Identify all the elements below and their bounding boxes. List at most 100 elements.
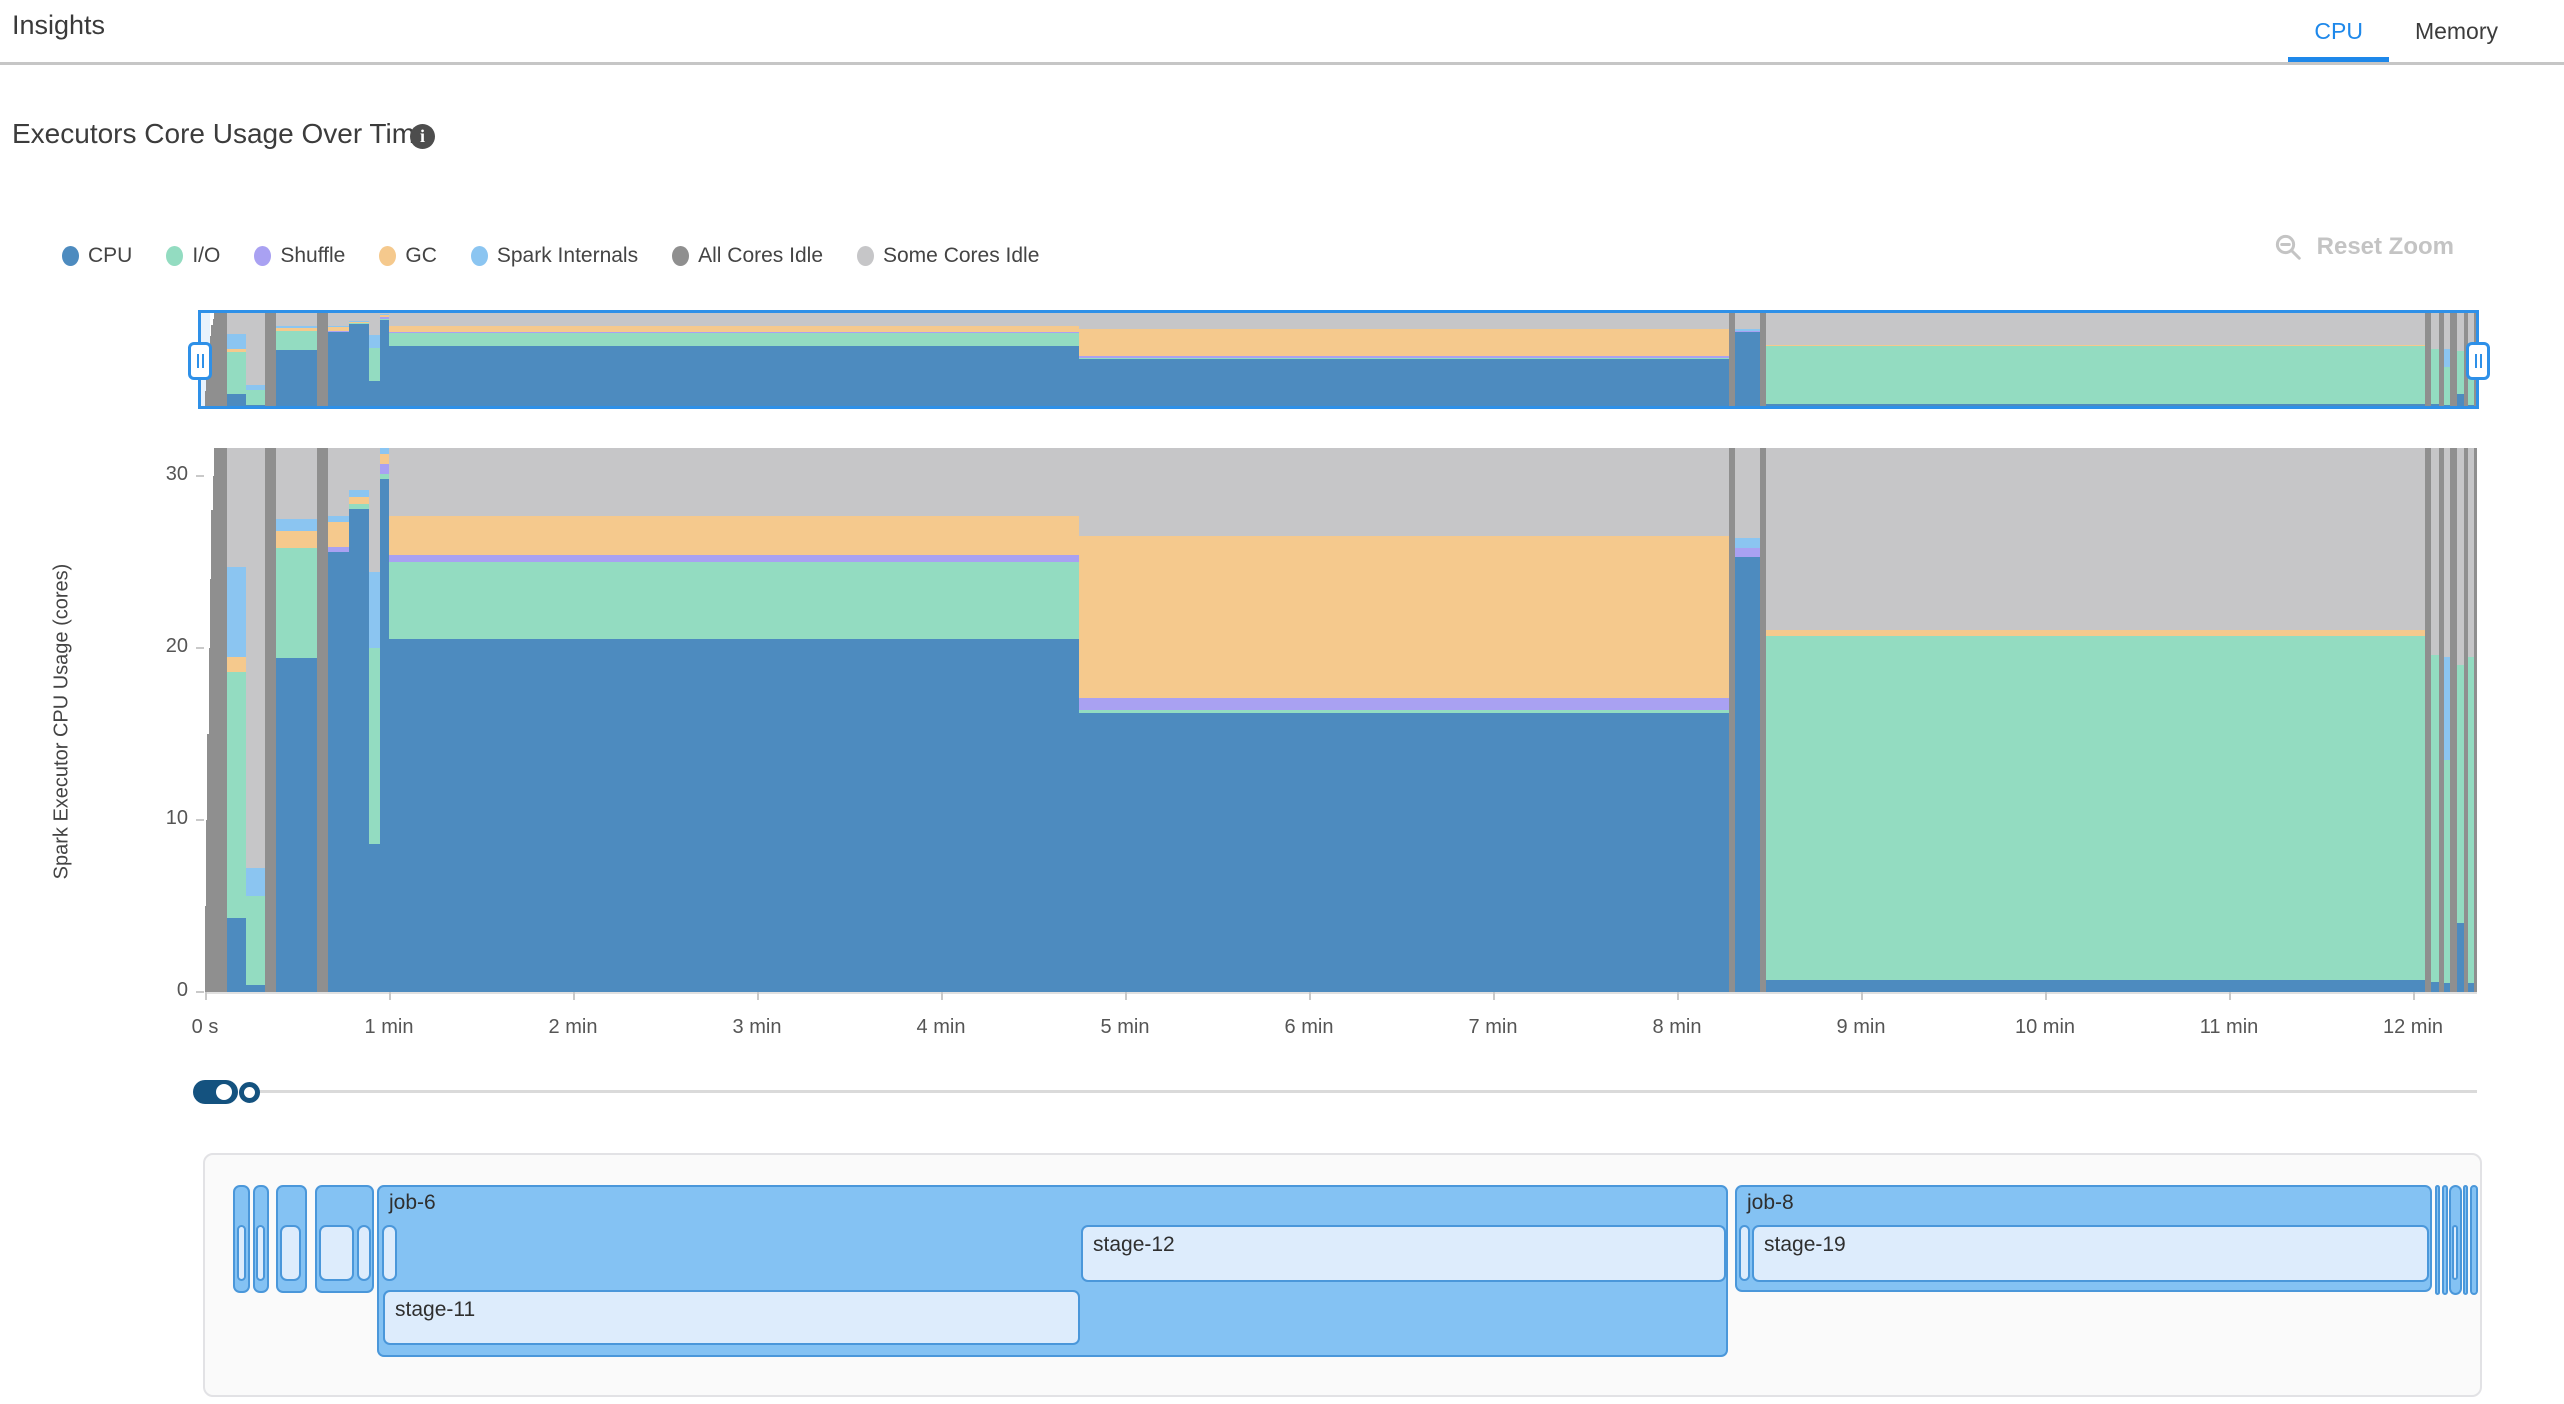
area-spark_internals-segment — [349, 489, 370, 497]
area-some-cores-idle-segment — [2468, 448, 2476, 657]
area-io-segment — [369, 648, 381, 845]
area-spark_internals-segment — [369, 572, 381, 648]
area-all-cores-idle-segment — [2463, 448, 2469, 992]
job-bar[interactable] — [2435, 1185, 2440, 1295]
legend-item-shuffle[interactable]: Shuffle — [254, 244, 345, 268]
job-bar[interactable] — [2442, 1185, 2448, 1295]
x-axis-tick-mark — [389, 992, 391, 1000]
legend-item-some_cores_idle[interactable]: Some Cores Idle — [857, 244, 1039, 268]
tab-memory[interactable]: Memory — [2414, 17, 2498, 44]
x-axis-tick-mark — [205, 992, 207, 1000]
area-io-segment — [369, 347, 381, 382]
area-cpu-segment — [1765, 403, 2427, 406]
area-some-cores-idle-segment — [227, 448, 247, 568]
area-shuffle-segment — [1735, 548, 1761, 557]
scrubber-ring-handle[interactable] — [239, 1082, 260, 1103]
y-axis-tick-label: 20 — [165, 635, 188, 657]
area-shuffle-segment — [1079, 356, 1730, 359]
x-axis-tick-mark — [2413, 992, 2415, 1000]
area-spark_internals-segment — [379, 313, 390, 316]
y-axis-tick-mark — [196, 819, 204, 821]
stage-label: stage-11 — [395, 1298, 476, 1321]
stage-label: stage-19 — [1764, 1233, 1846, 1256]
legend-item-cpu[interactable]: CPU — [62, 244, 132, 268]
area-some-cores-idle-segment — [275, 448, 318, 519]
legend-label: GC — [405, 244, 437, 267]
tab-bar: CPU Memory — [2288, 0, 2524, 62]
job-label: job-8 — [1747, 1191, 1794, 1214]
x-axis-tick-label: 11 min — [2199, 1016, 2259, 1038]
area-some-cores-idle-segment — [349, 313, 370, 322]
job-bar[interactable] — [2463, 1185, 2468, 1295]
stage-bar[interactable] — [256, 1225, 265, 1281]
brush-handle-left[interactable] — [188, 342, 212, 380]
area-io-segment — [2457, 350, 2465, 395]
area-gc-segment — [1079, 329, 1730, 357]
stage-bar-stage-12[interactable] — [1081, 1225, 1726, 1282]
legend-item-gc[interactable]: GC — [379, 244, 437, 268]
x-axis-tick-label: 12 min — [2382, 1016, 2444, 1038]
area-io-segment — [1765, 635, 2427, 980]
stage-bar-stage-11[interactable] — [383, 1290, 1080, 1345]
area-cpu-segment — [327, 331, 350, 406]
area-shuffle-segment — [389, 555, 1080, 562]
stage-bar[interactable] — [382, 1225, 397, 1281]
section-title: Executors Core Usage Over Time — [12, 118, 431, 149]
area-all-cores-idle-segment — [264, 448, 277, 992]
area-io-segment — [2468, 656, 2476, 984]
job-bar[interactable] — [2470, 1185, 2478, 1295]
legend-item-all_cores_idle[interactable]: All Cores Idle — [672, 244, 823, 268]
area-all-cores-idle-segment — [211, 324, 214, 406]
area-spark_internals-segment — [327, 325, 350, 327]
tab-cpu[interactable]: CPU — [2288, 1, 2389, 62]
x-axis-tick-label: 10 min — [2014, 1016, 2076, 1038]
legend-dot-cpu — [62, 246, 79, 266]
legend-item-io[interactable]: I/O — [166, 244, 220, 268]
scrubber-track[interactable] — [258, 1090, 2477, 1093]
stage-bar[interactable] — [2452, 1225, 2458, 1280]
x-axis-tick-label: 2 min — [548, 1016, 598, 1038]
area-io-segment — [2457, 665, 2465, 924]
page-title: Insights — [12, 10, 106, 40]
area-spark_internals-segment — [379, 448, 390, 454]
x-axis-tick-mark — [1125, 992, 1127, 1000]
area-cpu-segment — [275, 349, 318, 406]
x-axis-tick-mark — [2229, 992, 2231, 1000]
area-all-cores-idle-segment — [210, 579, 213, 992]
overview-brush-chart[interactable] — [198, 310, 2479, 409]
area-all-cores-idle-segment — [2425, 313, 2433, 406]
stage-bar[interactable] — [237, 1225, 246, 1281]
area-all-cores-idle-segment — [2425, 448, 2433, 992]
stage-bar-stage-19[interactable] — [1752, 1225, 2429, 1282]
stage-bar[interactable] — [319, 1225, 354, 1281]
area-spark_internals-segment — [349, 321, 370, 323]
area-io-segment — [379, 474, 390, 480]
legend-label: CPU — [88, 244, 133, 267]
scrubber-knob[interactable] — [216, 1084, 232, 1100]
area-some-cores-idle-segment — [2443, 313, 2451, 350]
area-io-segment — [227, 351, 247, 394]
area-all-cores-idle-segment — [2439, 313, 2445, 406]
stage-bar[interactable] — [280, 1225, 301, 1281]
legend-dot-io — [166, 246, 184, 266]
area-all-cores-idle-segment — [207, 734, 210, 992]
area-spark_internals-segment — [327, 515, 350, 523]
brush-handle-right[interactable] — [2466, 342, 2490, 380]
legend-item-spark_internals[interactable]: Spark Internals — [470, 244, 638, 268]
stage-bar[interactable] — [1739, 1225, 1750, 1281]
legend-dot-all_cores_idle — [672, 246, 690, 266]
area-gc-segment — [1765, 344, 2427, 346]
main-chart-area[interactable] — [205, 448, 2477, 994]
x-axis-tick-mark — [1677, 992, 1679, 1000]
y-axis-tick-mark — [196, 991, 204, 993]
area-all-cores-idle-segment — [2449, 448, 2459, 992]
y-axis-tick-mark — [196, 475, 204, 477]
overview-chart-area — [201, 313, 2476, 406]
area-cpu-segment — [227, 918, 247, 992]
app-header: Insights CPU Memory — [0, 0, 2564, 65]
stage-bar[interactable] — [357, 1225, 371, 1281]
legend-dot-shuffle — [254, 246, 272, 266]
reset-zoom-button[interactable]: Reset Zoom — [2273, 232, 2454, 262]
info-icon[interactable]: i — [410, 124, 435, 149]
area-all-cores-idle-segment — [208, 648, 211, 992]
